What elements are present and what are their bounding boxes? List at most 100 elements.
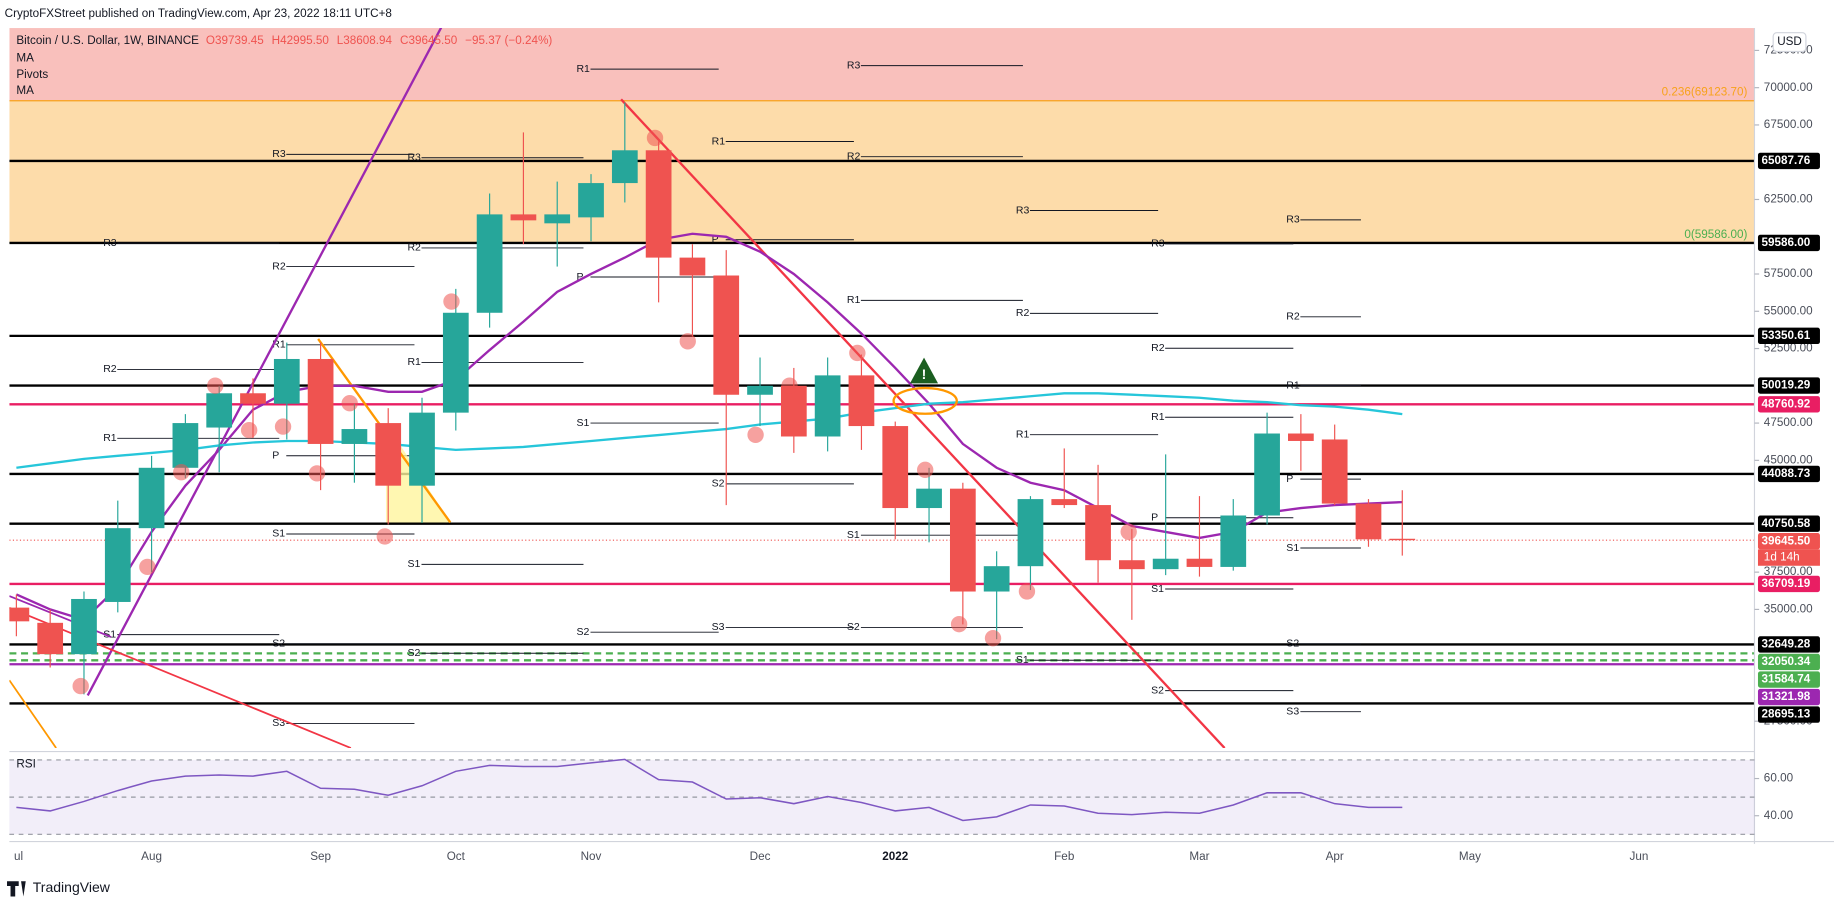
level-label: 48760.92 (1761, 397, 1810, 410)
pivot-label: S2 (1151, 684, 1164, 696)
x-tick-label: Jun (1629, 850, 1648, 863)
pivot-label: S2 (272, 638, 285, 650)
candle-body (611, 150, 638, 184)
pivot-label: R1 (1016, 428, 1030, 440)
highlight-ellipse (892, 386, 958, 415)
moving-averages (15, 232, 1403, 622)
ma-line (16, 392, 1403, 469)
level-labels: 65087.76 59586.00 53350.61 50019.29 48760.92… (1757, 152, 1820, 723)
level-label: 31321.98 (1761, 690, 1810, 703)
level-tag (1757, 327, 1820, 345)
x-tick-label: Apr (1326, 850, 1344, 863)
ma-line (15, 232, 1403, 622)
pivot-label: P (1151, 512, 1158, 524)
candle-body (104, 528, 131, 602)
level-label: 59586.00 (1761, 236, 1810, 249)
pivot-label: S3 (712, 621, 725, 633)
candle-body (645, 150, 672, 258)
candle-body (1085, 505, 1111, 561)
candle-body (1355, 503, 1382, 540)
candles (9, 102, 1416, 695)
pivot-label: R3 (103, 237, 117, 249)
pivot-label: S1 (103, 628, 116, 640)
pivots: R3 R2 R1 S1 R3 R2 R1 P S1 S2 S3 R3 R2 R1 S1 S2 R1 P S1 S2 R1… (103, 59, 1361, 729)
pivot-label: R3 (1151, 238, 1165, 250)
candle-body (375, 423, 402, 486)
annotation: ! (892, 357, 958, 415)
fib-label: 0(59586.00) (1684, 228, 1747, 241)
trendline (9, 606, 352, 749)
pivot-label: R3 (1016, 204, 1030, 216)
pivot-label: S3 (1286, 705, 1299, 717)
pivot-label: R1 (847, 294, 861, 306)
candle-body (37, 622, 64, 655)
candle-body (476, 214, 503, 313)
candle-body (848, 375, 875, 427)
rsi-tick-label: 40.00 (1764, 809, 1794, 822)
level-tag (1757, 396, 1820, 413)
candle-body (1254, 433, 1280, 516)
candle-body (1288, 433, 1314, 441)
candle-body (71, 598, 97, 655)
candle-body (1152, 558, 1179, 570)
candle-body (409, 412, 435, 486)
candle-body (713, 275, 740, 395)
x-tick-label: Aug (141, 850, 162, 863)
level-label: 53350.61 (1761, 329, 1810, 342)
pivot-label: R2 (847, 150, 861, 162)
y-tick-label: 70000.00 (1764, 81, 1813, 94)
level-tag (1757, 152, 1820, 170)
legend-high: H42995.50 (272, 34, 330, 47)
candle-body (9, 607, 30, 622)
zone (9, 28, 1755, 101)
candle-body (1017, 499, 1044, 567)
legend-close: C39645.50 (400, 34, 458, 47)
pivot-label: R2 (407, 242, 421, 254)
pivot-label: R1 (407, 356, 421, 368)
pivot-label: R2 (1016, 307, 1030, 319)
currency[interactable]: USD (1777, 35, 1802, 48)
currency-box[interactable] (1772, 32, 1807, 53)
y-tick-label: 37500.00 (1764, 565, 1813, 578)
candle-body (172, 423, 199, 468)
x-tick-label: May (1459, 850, 1481, 863)
pivot-label: S2 (847, 621, 860, 633)
y-tick-label: 45000.00 (1764, 453, 1813, 466)
pivot-label: S1 (272, 528, 285, 540)
pivot-label: P (272, 450, 279, 462)
level-label: 32050.34 (1761, 655, 1810, 668)
rsi-title: RSI (16, 758, 35, 771)
symbol: Bitcoin / U.S. Dollar, 1W, BINANCE (16, 34, 199, 47)
level-label: 40750.58 (1761, 517, 1810, 530)
pivot-label: S2 (1286, 638, 1299, 650)
zones: 0.236(69123.70) 0(59586.00) (9, 28, 1755, 244)
pivot-label: R3 (272, 148, 286, 160)
pivot-label: S2 (576, 626, 589, 638)
candle-body (1389, 538, 1416, 541)
pivot-label: R1 (712, 135, 726, 147)
x-tick-label: Nov (581, 850, 602, 863)
candle-body (307, 358, 334, 444)
level-tag (1757, 575, 1820, 593)
level-tag (1757, 234, 1820, 252)
candle-body (1186, 558, 1213, 567)
candle-body (341, 429, 368, 444)
level-label: 32649.28 (1761, 638, 1810, 651)
level-tag (1757, 515, 1820, 532)
brand-name: TradingView (33, 879, 111, 895)
legend-open: O39739.45 (206, 34, 264, 47)
level-label: 44088.73 (1761, 467, 1810, 480)
level-label: 39645.50 (1761, 534, 1810, 547)
brand-logo (7, 881, 26, 897)
rsi-line (16, 758, 1403, 822)
pivot-label: S1 (1151, 583, 1164, 595)
level-tag (1757, 706, 1820, 723)
warning-icon (909, 357, 939, 384)
candle-body (1051, 499, 1078, 506)
x-tick-label: Dec (750, 850, 771, 863)
rsi-tick-label: 60.00 (1764, 772, 1794, 785)
pivot-label: R2 (1151, 342, 1165, 354)
candle-body (578, 183, 604, 218)
pivot-label: P (1286, 473, 1293, 485)
